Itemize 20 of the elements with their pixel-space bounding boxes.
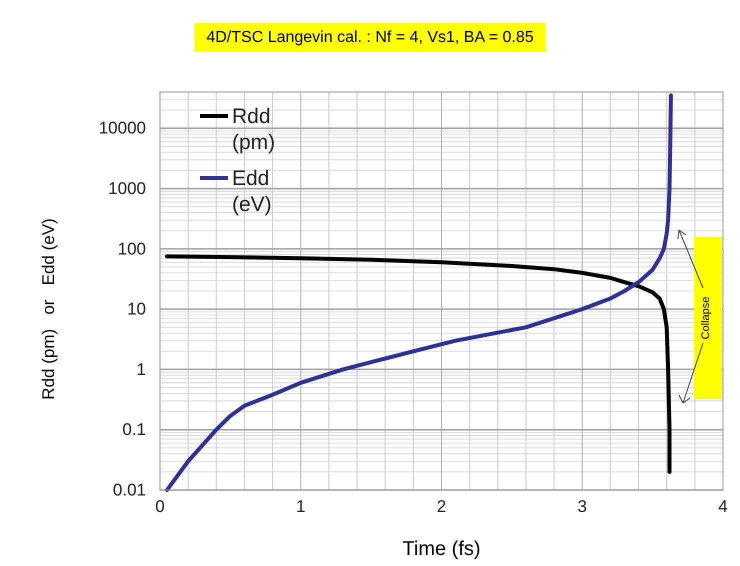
x-tick-label: 0 (155, 497, 165, 516)
x-axis-title: Time (fs) (402, 538, 481, 560)
line-series (165, 254, 672, 474)
y-tick-label: 10 (127, 300, 146, 319)
annotation: Collapse (700, 296, 712, 340)
y-tick-label: 100 (118, 239, 146, 258)
x-tick-label: 4 (718, 497, 728, 516)
chart-title: 4D/TSC Langevin cal. : Nf = 4, Vs1, BA = 0.85 (206, 29, 534, 46)
y-axis-title: Rdd (pm) or Edd (eV) (39, 218, 58, 400)
line-series (165, 93, 673, 492)
legend-label: Edd (eV) (232, 167, 272, 216)
y-tick-label: 10000 (98, 118, 146, 138)
y-tick-label: 1 (136, 360, 146, 379)
y-tick-label: 1000 (108, 179, 146, 198)
y-tick-label: 0.01 (112, 480, 146, 500)
x-tick-label: 2 (436, 497, 446, 516)
y-tick-label: 0.1 (122, 420, 146, 440)
x-tick-label: 1 (296, 497, 306, 516)
x-tick-label: 3 (578, 497, 587, 516)
legend-label: Rdd (pm) (232, 105, 276, 154)
